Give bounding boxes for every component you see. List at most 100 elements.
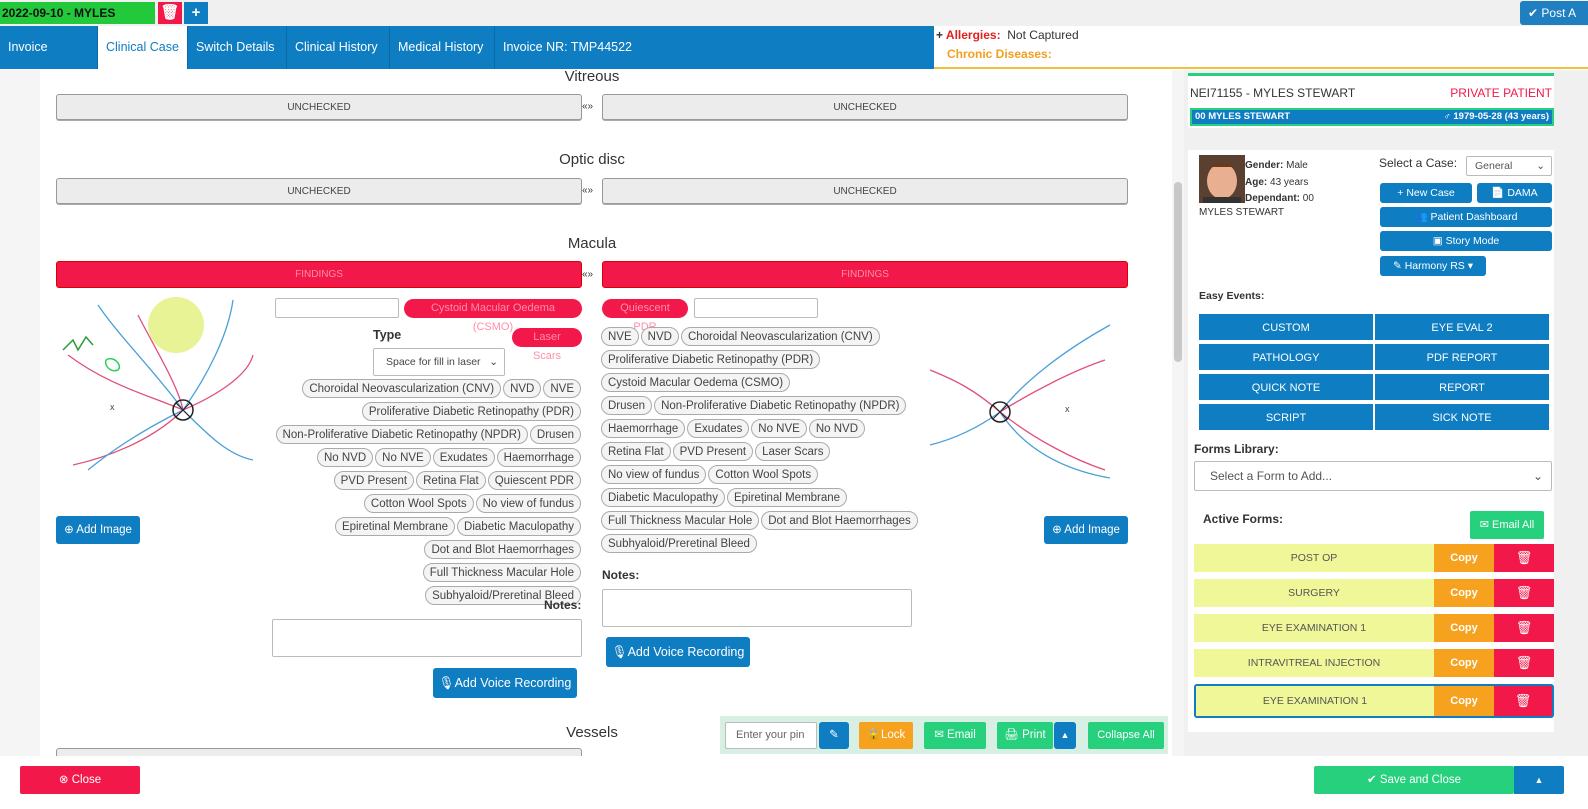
tab-invoice-nr[interactable]: Invoice NR: TMP44522 — [503, 40, 632, 54]
laser-select[interactable]: Space for fill in laser ⌄ — [373, 348, 505, 376]
report-button[interactable]: REPORT — [1374, 373, 1550, 401]
tag-retina-flat[interactable]: Retina Flat — [416, 471, 486, 490]
tag-cnv[interactable]: Choroidal Neovascularization (CNV) — [302, 379, 502, 398]
tag-cnv[interactable]: Choroidal Neovascularization (CNV) — [680, 327, 880, 346]
custom-button[interactable]: CUSTOM — [1198, 313, 1374, 341]
trash-icon[interactable]: 🗑 — [1494, 579, 1554, 607]
pencil-icon[interactable]: ✎ — [819, 722, 849, 749]
tag-no-nvd[interactable]: No NVD — [808, 419, 866, 438]
add-case-icon[interactable]: + — [184, 2, 208, 24]
tag-no-nvd[interactable]: No NVD — [316, 448, 374, 467]
add-image-button[interactable]: ⊕ Add Image — [1044, 516, 1128, 544]
add-voice-recording-button[interactable]: 🎙Add Voice Recording — [433, 668, 577, 698]
tag-no-view[interactable]: No view of fundus — [475, 494, 581, 513]
close-button[interactable]: ⊗ Close — [20, 766, 140, 794]
tag-exudates[interactable]: Exudates — [432, 448, 495, 467]
tag-pvd[interactable]: PVD Present — [672, 442, 754, 461]
print-dropdown-caret-icon[interactable]: ▲ — [1054, 722, 1076, 749]
right-macula-input[interactable] — [275, 298, 399, 318]
new-case-button[interactable]: + New Case — [1380, 183, 1472, 203]
tag-dot-blot[interactable]: Dot and Blot Haemorrhages — [424, 540, 581, 559]
optic-right-toggle[interactable]: UNCHECKED — [56, 178, 582, 204]
tab-medical-history[interactable]: Medical History — [390, 26, 495, 69]
tag-nve[interactable]: NVE — [601, 327, 639, 346]
form-name[interactable]: SURGERY — [1194, 579, 1434, 607]
tag-ftmh[interactable]: Full Thickness Macular Hole — [601, 511, 760, 530]
save-and-close-button[interactable]: ✔ Save and Close — [1314, 766, 1514, 794]
tag-retina-flat[interactable]: Retina Flat — [601, 442, 671, 461]
quick-note-button[interactable]: QUICK NOTE — [1198, 373, 1374, 401]
vitreous-left-toggle[interactable]: UNCHECKED — [602, 94, 1128, 120]
swap-icon[interactable]: «» — [582, 101, 594, 112]
scrollbar[interactable] — [1172, 70, 1184, 756]
add-image-button[interactable]: ⊕ Add Image — [56, 516, 140, 544]
tab-switch-details[interactable]: Switch Details — [188, 26, 287, 69]
collapse-all-button[interactable]: Collapse All — [1088, 722, 1164, 749]
copy-button[interactable]: Copy — [1434, 614, 1494, 642]
add-voice-recording-button[interactable]: 🎙Add Voice Recording — [606, 637, 750, 667]
tag-pdr[interactable]: Proliferative Diabetic Retinopathy (PDR) — [361, 402, 581, 421]
tab-invoice-details[interactable]: Invoice Details — [0, 26, 98, 97]
case-tab[interactable]: 2022-09-10 - MYLES — [0, 2, 155, 24]
vessels-right-toggle[interactable] — [56, 748, 582, 756]
left-macula-input[interactable] — [694, 298, 818, 318]
tag-haemorrhage[interactable]: Haemorrhage — [601, 419, 686, 438]
tag-nvd[interactable]: NVD — [640, 327, 679, 346]
tag-dot-blot[interactable]: Dot and Blot Haemorrhages — [761, 511, 918, 530]
tag-cotton-wool[interactable]: Cotton Wool Spots — [363, 494, 474, 513]
harmony-rs-button[interactable]: ✎ Harmony RS ▾ — [1380, 256, 1486, 276]
macula-left-findings[interactable]: FINDINGS — [602, 261, 1128, 288]
swap-icon[interactable]: «» — [582, 269, 594, 280]
pin-input[interactable]: Enter your pin — [725, 722, 817, 749]
form-name[interactable]: EYE EXAMINATION 1 — [1194, 614, 1434, 642]
tag-diabetic-maculopathy[interactable]: Diabetic Maculopathy — [457, 517, 581, 536]
tag-ftmh[interactable]: Full Thickness Macular Hole — [422, 563, 581, 582]
tag-npdr[interactable]: Non-Proliferative Diabetic Retinopathy (… — [275, 425, 528, 444]
csmo-tag-selected[interactable]: Cystoid Macular Oedema (CSMO) — [404, 299, 582, 333]
copy-button[interactable]: Copy — [1434, 579, 1494, 607]
laser-scars-tag-selected[interactable]: Laser Scars — [512, 328, 582, 362]
tag-erm[interactable]: Epiretinal Membrane — [726, 488, 848, 507]
tag-cotton-wool[interactable]: Cotton Wool Spots — [708, 465, 819, 484]
script-button[interactable]: SCRIPT — [1198, 403, 1374, 431]
swap-icon[interactable]: «» — [582, 185, 594, 196]
tag-csmo[interactable]: Cystoid Macular Oedema (CSMO) — [601, 373, 791, 392]
vitreous-right-toggle[interactable]: UNCHECKED — [56, 94, 582, 120]
tab-clinical-history[interactable]: Clinical History — [287, 26, 390, 69]
optic-left-toggle[interactable]: UNCHECKED — [602, 178, 1128, 204]
tag-nvd[interactable]: NVD — [503, 379, 542, 398]
lock-button[interactable]: 🔒Lock — [859, 722, 913, 749]
post-button[interactable]: ✔ Post A — [1520, 1, 1588, 25]
tag-pdr[interactable]: Proliferative Diabetic Retinopathy (PDR) — [601, 350, 821, 369]
scrollbar-thumb[interactable] — [1174, 182, 1182, 362]
tag-subhyaloid[interactable]: Subhyaloid/Preretinal Bleed — [425, 586, 581, 605]
tag-no-nve[interactable]: No NVE — [751, 419, 807, 438]
tag-nve[interactable]: NVE — [543, 379, 581, 398]
tag-laser-scars[interactable]: Laser Scars — [755, 442, 831, 461]
macula-right-findings[interactable]: FINDINGS — [56, 261, 582, 288]
pdf-report-button[interactable]: PDF REPORT — [1374, 343, 1550, 371]
email-all-button[interactable]: ✉ Email All — [1470, 511, 1544, 539]
save-dropdown-caret-icon[interactable]: ▲ — [1514, 766, 1564, 794]
case-select[interactable]: General ⌄ — [1466, 156, 1552, 176]
patient-dashboard-button[interactable]: 👥 Patient Dashboard — [1380, 207, 1552, 227]
right-notes-textarea[interactable] — [272, 619, 582, 657]
tag-subhyaloid[interactable]: Subhyaloid/Preretinal Bleed — [601, 534, 757, 553]
tag-erm[interactable]: Epiretinal Membrane — [334, 517, 456, 536]
tab-clinical-case[interactable]: Clinical Case — [98, 26, 188, 69]
tag-no-nve[interactable]: No NVE — [375, 448, 431, 467]
pathology-button[interactable]: PATHOLOGY — [1198, 343, 1374, 371]
copy-button[interactable]: Copy — [1434, 544, 1494, 572]
tag-drusen[interactable]: Drusen — [601, 396, 653, 415]
tag-diabetic-maculopathy[interactable]: Diabetic Maculopathy — [601, 488, 725, 507]
form-name[interactable]: POST OP — [1194, 544, 1434, 572]
tag-exudates[interactable]: Exudates — [687, 419, 750, 438]
trash-icon[interactable]: 🗑 — [1494, 686, 1552, 716]
left-eye-drawing[interactable]: x — [925, 320, 1115, 480]
form-select[interactable]: Select a Form to Add... ⌄ — [1194, 461, 1552, 491]
email-button[interactable]: ✉ Email — [924, 722, 986, 749]
dama-button[interactable]: 📄 DAMA — [1477, 183, 1552, 203]
copy-button[interactable]: Copy — [1434, 686, 1494, 716]
trash-icon[interactable]: 🗑 — [1494, 544, 1554, 572]
trash-icon[interactable]: 🗑 — [1494, 614, 1554, 642]
